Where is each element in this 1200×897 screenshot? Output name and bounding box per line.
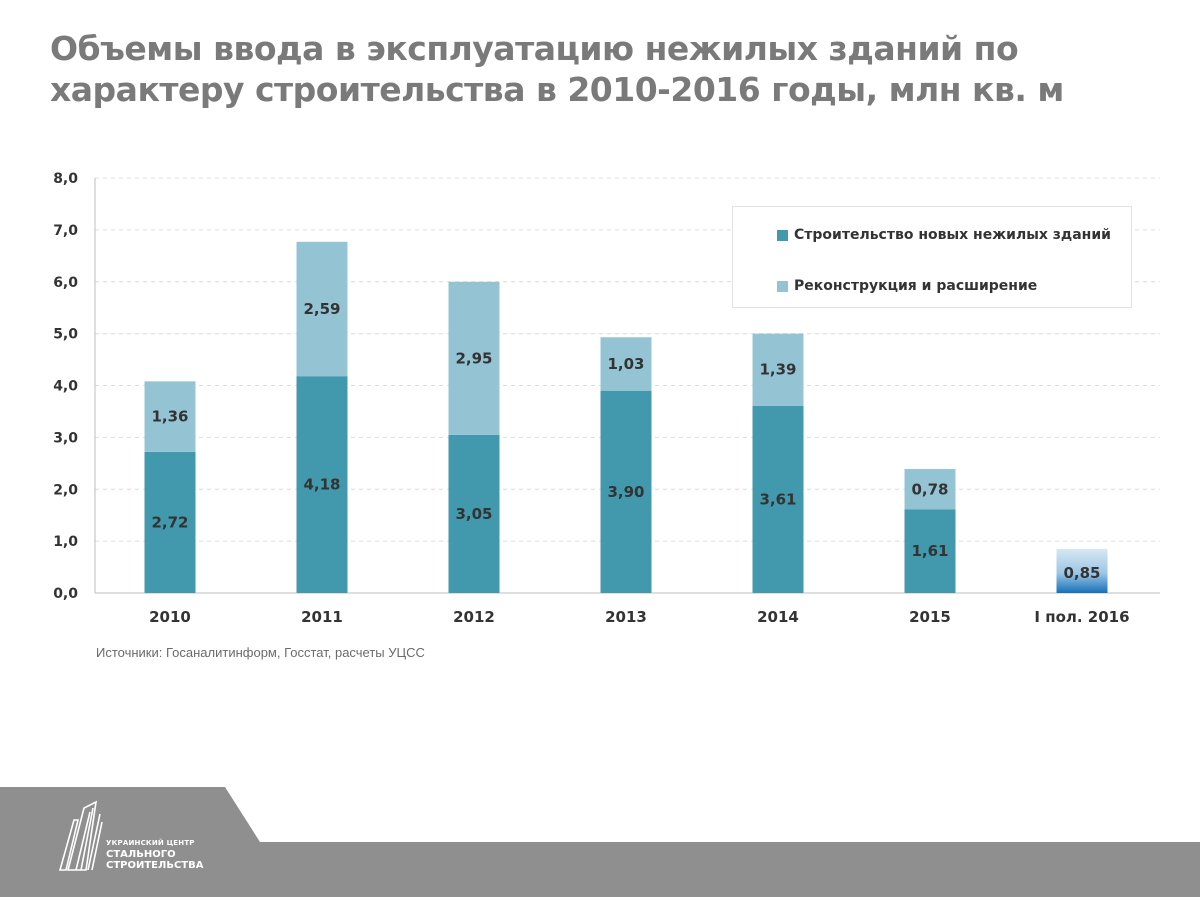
legend-item-new: Строительство новых нежилых зданий [777,227,1111,243]
bar-total-label: 0,85 [1063,564,1100,582]
bar-reconstruction-label: 1,03 [607,355,644,373]
y-tick-label: 7,0 [53,223,78,239]
bar-reconstruction [296,241,348,377]
x-tick-label: 2010 [149,608,191,626]
x-tick-label: 2012 [453,608,495,626]
logo-line-3: СТРОИТЕЛЬСТВА [106,860,204,871]
y-tick-label: 3,0 [53,430,78,446]
bar-new [752,405,804,593]
x-tick-label: 2011 [301,608,343,626]
x-tick-label: 2013 [605,608,647,626]
footer-bar [0,842,1200,897]
bar-reconstruction-label: 1,36 [151,408,188,426]
x-tick-label: 2015 [909,608,951,626]
y-tick-label: 8,0 [53,171,78,187]
legend: Строительство новых нежилых зданий Рекон… [732,206,1132,308]
bar-new-label: 2,72 [151,513,188,531]
y-tick-label: 5,0 [53,327,78,343]
bar-reconstruction-label: 0,78 [911,480,948,498]
source-note: Источники: Госаналитинформ, Госстат, рас… [96,645,425,660]
bar-new [144,451,196,593]
bar-new-label: 3,90 [607,483,644,501]
bar-new-label: 4,18 [303,476,340,494]
legend-swatch-new [777,229,788,241]
legend-label-new: Строительство новых нежилых зданий [794,227,1111,243]
bar-reconstruction-label: 1,39 [759,361,796,379]
y-tick-label: 1,0 [53,534,78,550]
legend-label-reconstruction: Реконструкция и расширение [794,278,1038,294]
bar-new [296,376,348,593]
bar-reconstruction [448,281,500,435]
bar-new-label: 1,61 [911,542,948,560]
legend-swatch-reconstruction [777,280,788,292]
y-tick-label: 6,0 [53,275,78,291]
y-tick-label: 0,0 [53,586,78,602]
logo-line-2: СТАЛЬНОГО [106,849,176,860]
bar-reconstruction-label: 2,95 [455,349,492,367]
bar-new [904,509,956,593]
x-tick-label: 2014 [757,608,799,626]
logo-line-1: УКРАИНСКИЙ ЦЕНТР [106,839,195,847]
bar-reconstruction [752,333,804,406]
bar-new [448,434,500,593]
bar-new-label: 3,61 [759,490,796,508]
bar-reconstruction-label: 2,59 [303,300,340,318]
bar-total-highlight [1056,548,1108,593]
x-tick-label: I пол. 2016 [1034,608,1129,626]
logo-text: УКРАИНСКИЙ ЦЕНТР СТАЛЬНОГО СТРОИТЕЛЬСТВА [106,838,203,871]
bar-new-label: 3,05 [455,505,492,523]
y-tick-label: 2,0 [53,482,78,498]
chart-title: Объемы ввода в эксплуатацию нежилых здан… [50,29,1064,109]
bar-reconstruction [904,469,956,510]
bar-reconstruction [144,381,196,452]
y-tick-label: 4,0 [53,379,78,395]
logo-building-icon [58,800,103,871]
bar-reconstruction [600,337,652,391]
legend-item-reconstruction: Реконструкция и расширение [777,278,1037,294]
bar-new [600,390,652,593]
